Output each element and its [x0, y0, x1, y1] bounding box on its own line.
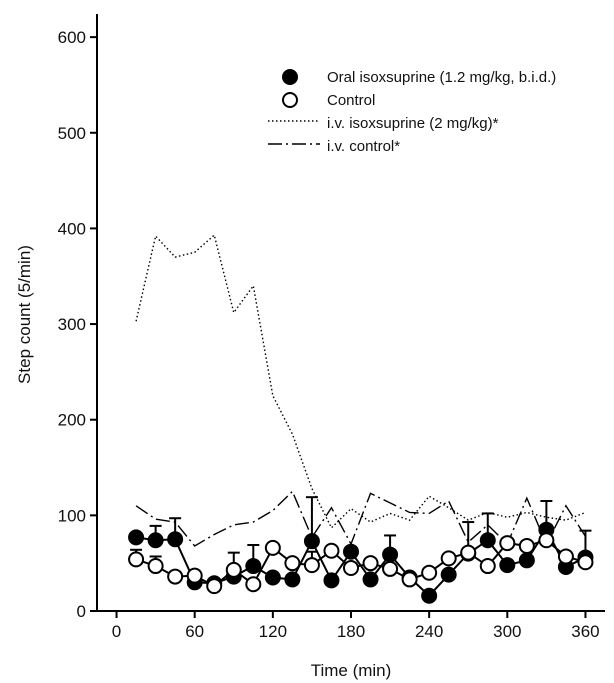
open-marker	[323, 542, 340, 559]
filled-marker	[264, 569, 281, 586]
y-tick-label: 100	[58, 506, 86, 525]
x-tick-label: 300	[493, 622, 521, 641]
x-tick-label: 60	[185, 622, 204, 641]
filled-marker	[479, 532, 496, 549]
open-marker	[557, 548, 574, 565]
open-marker	[362, 555, 379, 572]
open-marker	[147, 558, 164, 575]
open-marker	[167, 568, 184, 585]
open-marker	[499, 535, 516, 552]
legend-label-2: i.v. isoxsuprine (2 mg/kg)*	[327, 115, 499, 132]
open-marker	[382, 560, 399, 577]
x-tick-label: 180	[337, 622, 365, 641]
open-marker	[225, 561, 242, 578]
x-tick-label: 120	[259, 622, 287, 641]
x-axis-label: Time (min)	[311, 661, 392, 680]
legend-marker-1	[282, 92, 298, 108]
y-tick-label: 500	[58, 124, 86, 143]
open-marker	[401, 571, 418, 588]
open-marker	[577, 554, 594, 571]
filled-marker	[167, 531, 184, 548]
x-tick-label: 0	[112, 622, 121, 641]
series-2-line	[135, 233, 586, 529]
filled-marker	[245, 558, 262, 575]
open-marker	[128, 551, 145, 568]
open-marker	[206, 578, 223, 595]
axes: 0 60 120 180 240 300 360 0 100 200 300 400 500 600	[58, 14, 605, 641]
open-marker	[421, 564, 438, 581]
legend-label-0: Oral isoxsuprine (1.2 mg/kg, b.i.d.)	[327, 69, 556, 86]
x-tick-label: 240	[415, 622, 443, 641]
filled-marker	[382, 546, 399, 563]
y-tick-label: 0	[77, 602, 86, 621]
open-marker	[440, 550, 457, 567]
y-tick-label: 400	[58, 219, 86, 238]
open-marker	[186, 567, 203, 584]
x-tick-label: 360	[571, 622, 599, 641]
legend-marker-0	[282, 69, 298, 85]
series-0-line	[135, 527, 586, 598]
open-marker	[518, 537, 535, 554]
filled-marker	[128, 529, 145, 546]
open-marker	[538, 532, 555, 549]
y-tick-label: 200	[58, 411, 86, 430]
open-marker	[303, 557, 320, 574]
open-marker	[264, 539, 281, 556]
filled-marker	[284, 571, 301, 588]
filled-marker	[499, 557, 516, 574]
filled-marker	[147, 532, 164, 549]
filled-marker	[303, 533, 320, 550]
series-layer	[128, 233, 594, 604]
filled-marker	[421, 587, 438, 604]
filled-marker	[440, 566, 457, 583]
legend: Oral isoxsuprine (1.2 mg/kg, b.i.d.) Cont…	[268, 69, 556, 155]
open-marker	[343, 559, 359, 576]
filled-marker	[343, 543, 359, 560]
open-marker	[479, 558, 496, 575]
y-axis-label: Step count (5/min)	[15, 245, 34, 384]
legend-label-3: i.v. control*	[327, 138, 400, 155]
y-tick-label: 300	[58, 315, 86, 334]
filled-marker	[362, 571, 379, 588]
y-tick-label: 600	[58, 28, 86, 47]
filled-marker	[518, 552, 535, 569]
series-3-line	[135, 490, 587, 547]
legend-label-1: Control	[327, 92, 375, 109]
open-marker	[460, 544, 477, 561]
open-marker	[245, 576, 262, 593]
filled-marker	[323, 572, 340, 589]
open-marker	[284, 555, 301, 572]
